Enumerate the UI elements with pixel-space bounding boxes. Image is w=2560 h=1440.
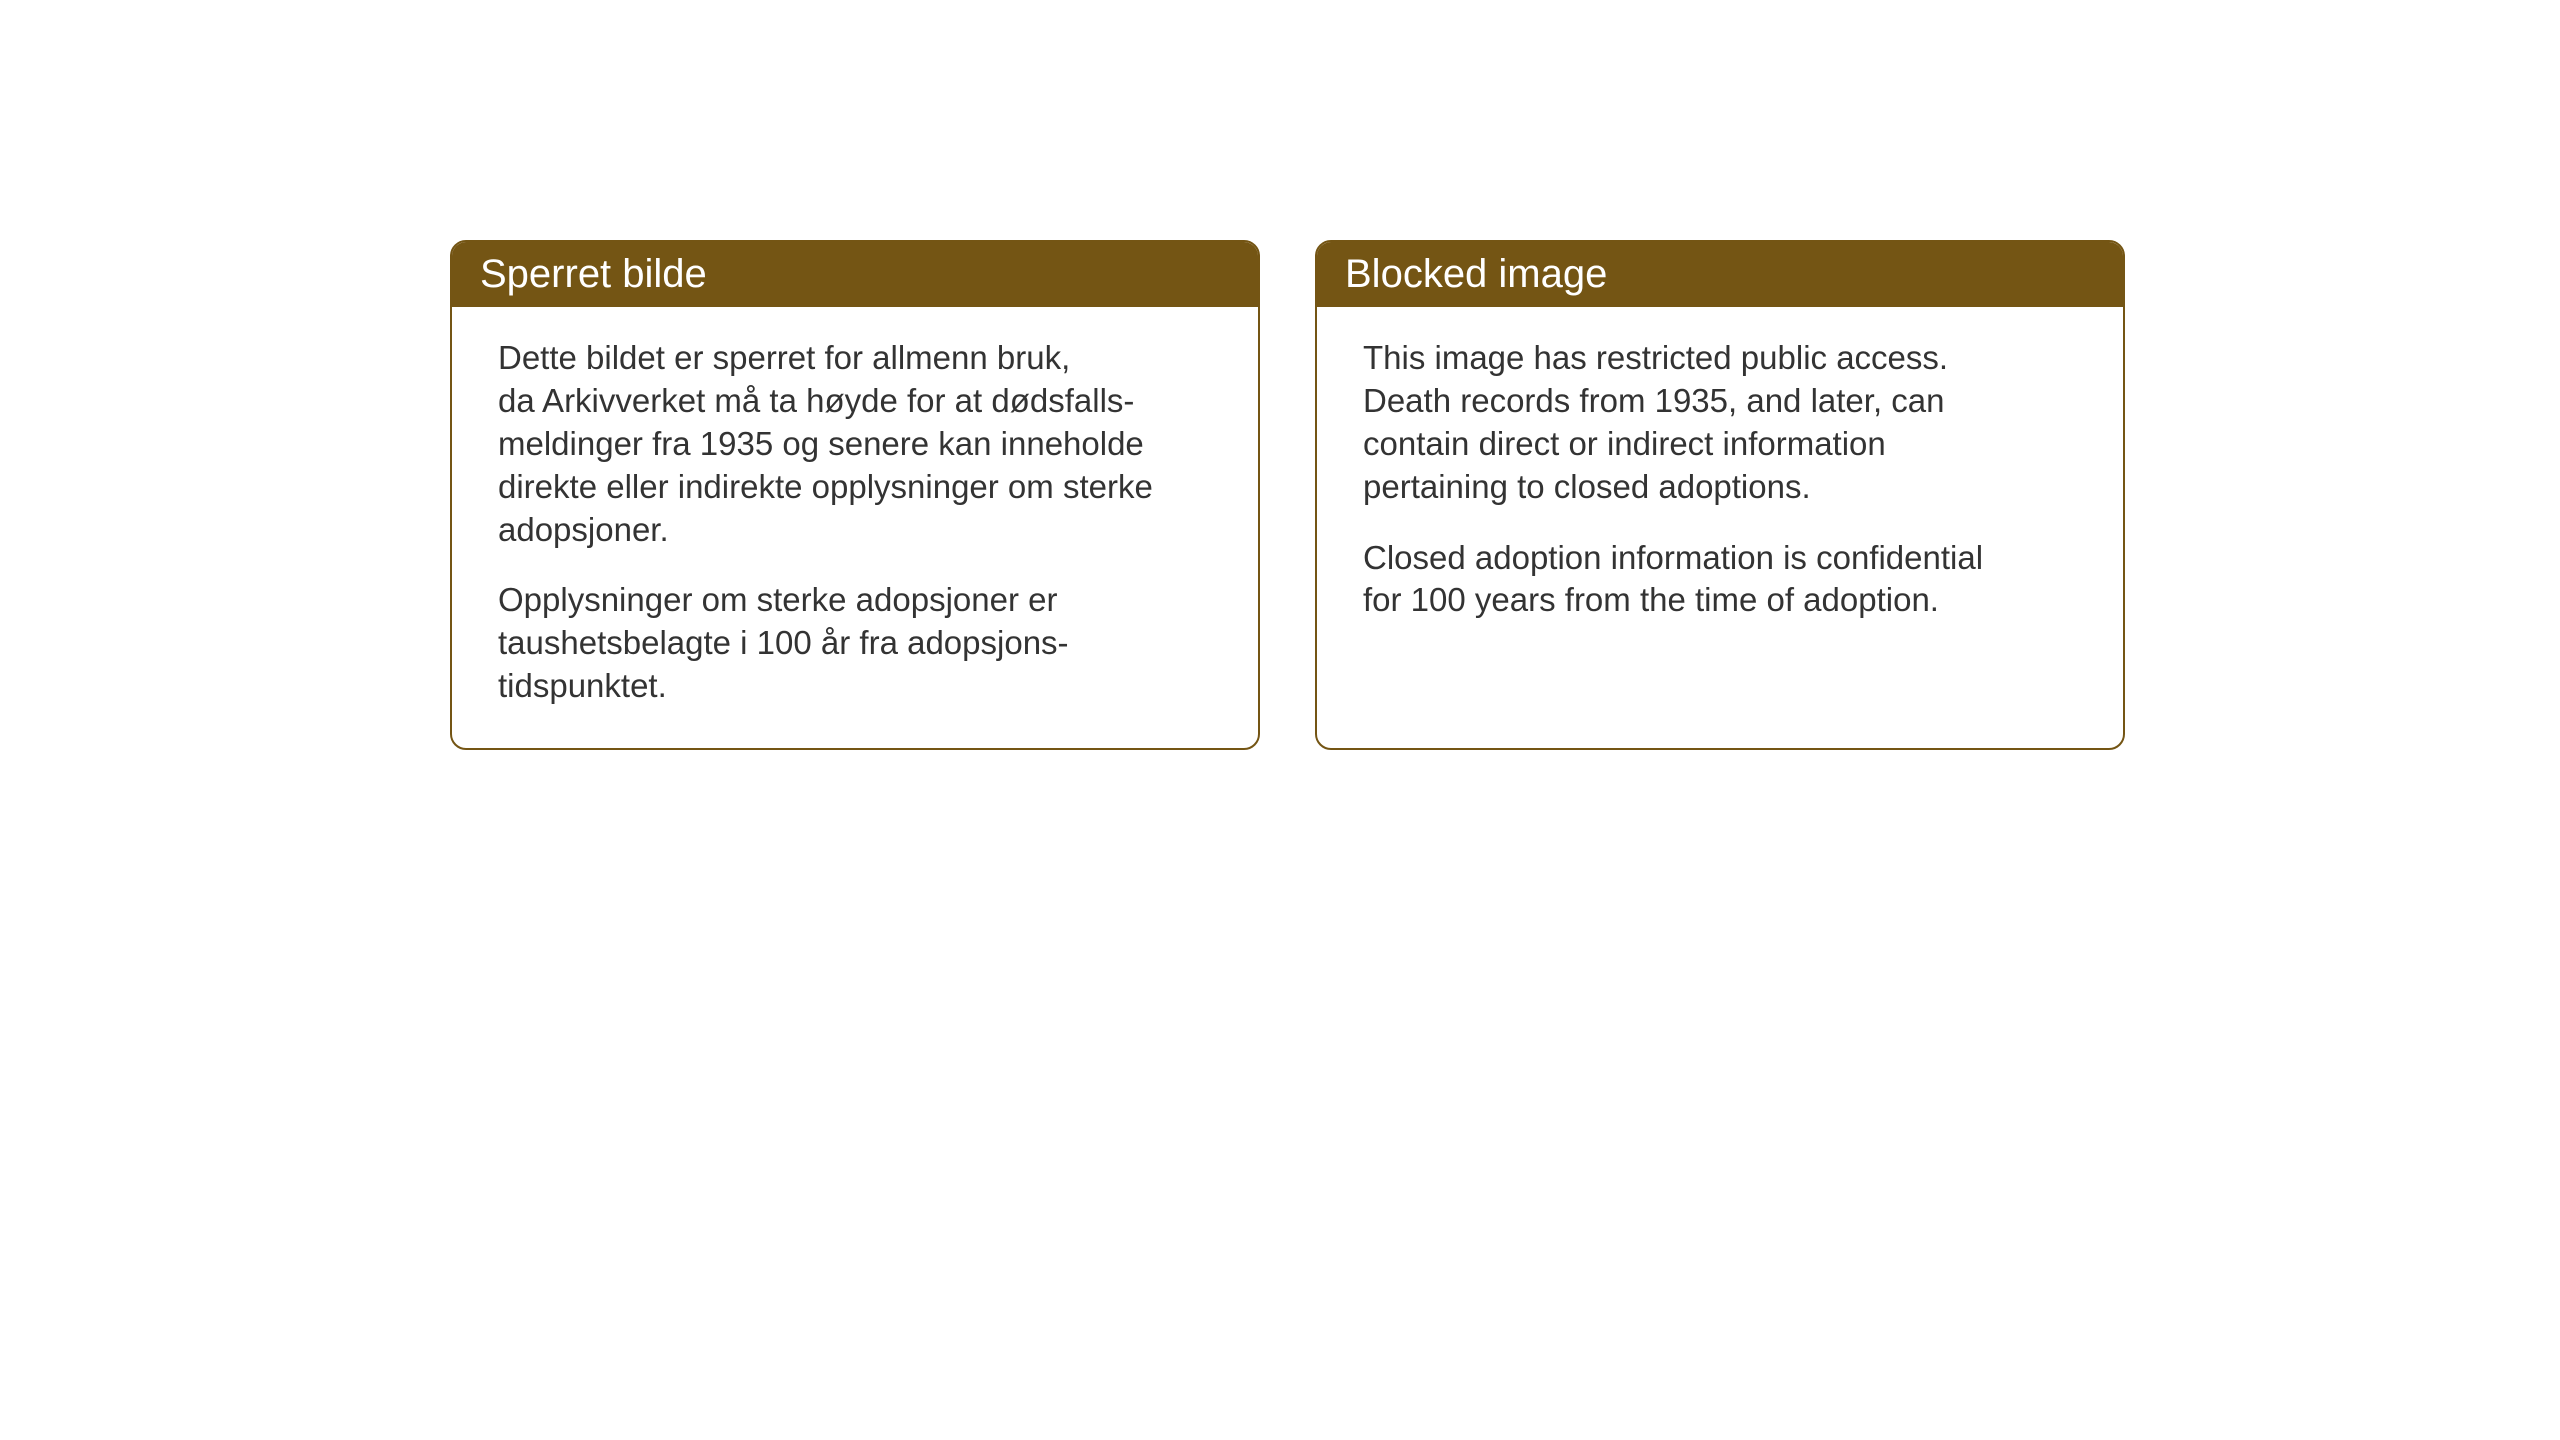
card-norwegian: Sperret bilde Dette bildet er sperret fo… — [450, 240, 1260, 750]
text-line: Dette bildet er sperret for allmenn bruk… — [498, 339, 1070, 376]
paragraph-1: Dette bildet er sperret for allmenn bruk… — [498, 337, 1212, 551]
text-line: da Arkivverket må ta høyde for at dødsfa… — [498, 382, 1134, 419]
paragraph-1: This image has restricted public access.… — [1363, 337, 2077, 509]
text-line: meldinger fra 1935 og senere kan innehol… — [498, 425, 1144, 462]
text-line: for 100 years from the time of adoption. — [1363, 581, 1939, 618]
card-body-norwegian: Dette bildet er sperret for allmenn bruk… — [452, 307, 1258, 748]
paragraph-2: Opplysninger om sterke adopsjoner er tau… — [498, 579, 1212, 708]
card-english: Blocked image This image has restricted … — [1315, 240, 2125, 750]
text-line: adopsjoner. — [498, 511, 669, 548]
card-header-english: Blocked image — [1317, 242, 2123, 307]
text-line: Opplysninger om sterke adopsjoner er — [498, 581, 1057, 618]
card-header-norwegian: Sperret bilde — [452, 242, 1258, 307]
text-line: Death records from 1935, and later, can — [1363, 382, 1945, 419]
text-line: contain direct or indirect information — [1363, 425, 1886, 462]
cards-container: Sperret bilde Dette bildet er sperret fo… — [450, 240, 2125, 750]
text-line: pertaining to closed adoptions. — [1363, 468, 1811, 505]
paragraph-2: Closed adoption information is confident… — [1363, 537, 2077, 623]
card-body-english: This image has restricted public access.… — [1317, 307, 2123, 662]
text-line: tidspunktet. — [498, 667, 667, 704]
text-line: taushetsbelagte i 100 år fra adopsjons- — [498, 624, 1069, 661]
text-line: This image has restricted public access. — [1363, 339, 1948, 376]
text-line: Closed adoption information is confident… — [1363, 539, 1983, 576]
text-line: direkte eller indirekte opplysninger om … — [498, 468, 1153, 505]
